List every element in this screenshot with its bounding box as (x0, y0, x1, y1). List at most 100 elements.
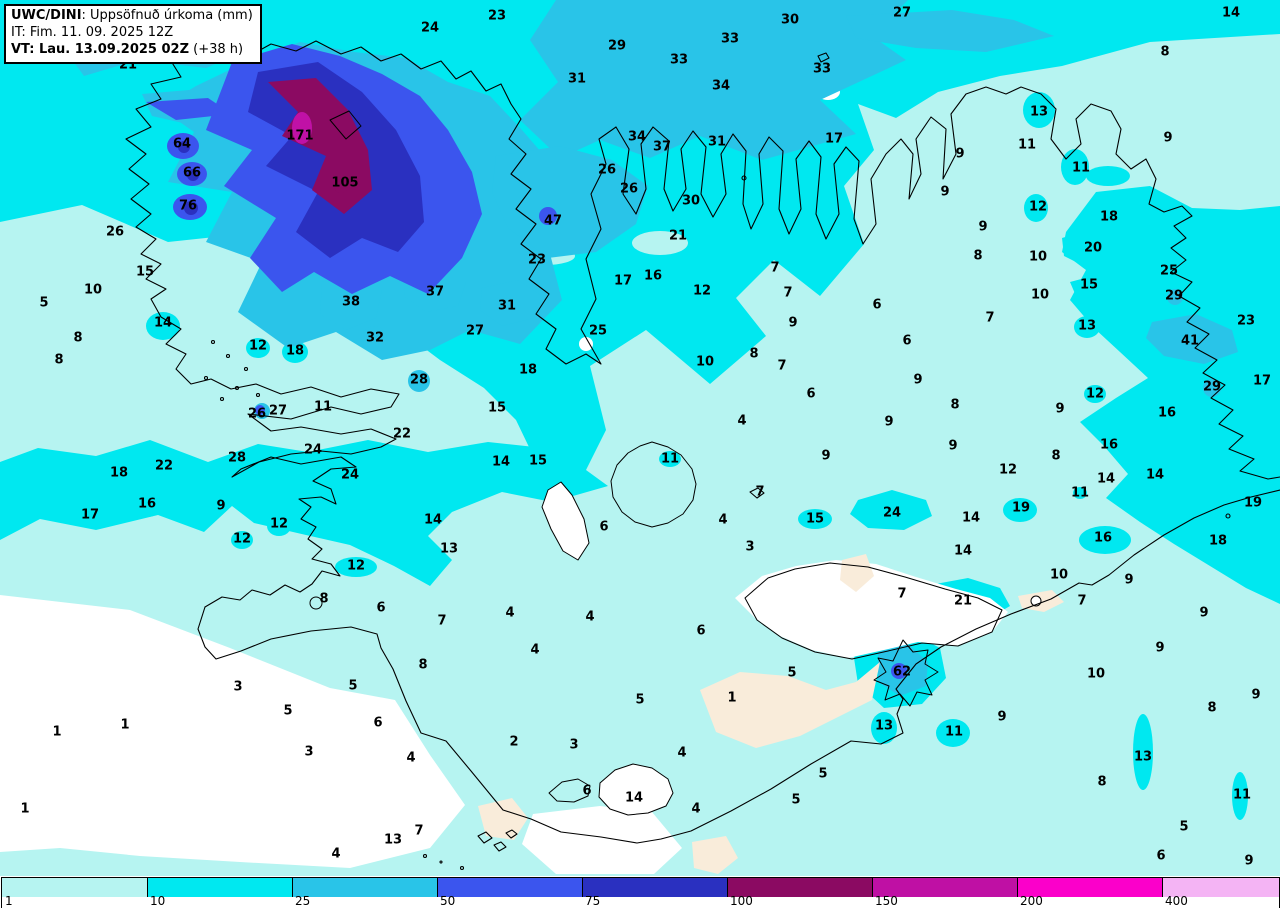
precip-value: 6 (872, 297, 882, 313)
precip-value: 105 (331, 175, 359, 191)
precip-value: 14 (491, 454, 511, 470)
precip-value: 38 (341, 294, 361, 310)
precip-value: 8 (973, 248, 983, 264)
precip-value: 6 (806, 386, 816, 402)
title-line-init: IT: Fim. 11. 09. 2025 12Z (11, 24, 174, 40)
precip-value: 10 (1030, 287, 1050, 303)
precip-value: 4 (737, 413, 747, 429)
precip-value: 9 (913, 372, 923, 388)
precip-value: 24 (303, 442, 323, 458)
precip-value: 12 (692, 283, 712, 299)
precip-value: 14 (423, 512, 443, 528)
precip-value: 62 (892, 664, 912, 680)
precip-value: 8 (319, 591, 329, 607)
precip-value: 26 (597, 162, 617, 178)
precip-value: 5 (39, 295, 49, 311)
title-box: UWC/DINI: Uppsöfnuð úrkoma (mm) IT: Fim.… (4, 4, 262, 64)
precip-value: 9 (978, 219, 988, 235)
precip-value: 16 (1093, 530, 1113, 546)
precip-value: 22 (154, 458, 174, 474)
precip-value: 6 (373, 715, 383, 731)
precip-value: 6 (902, 333, 912, 349)
precip-value: 9 (1244, 853, 1254, 869)
precip-value: 12 (269, 516, 289, 532)
precip-value: 7 (1077, 593, 1087, 609)
precip-value: 7 (755, 484, 765, 500)
precip-value: 23 (527, 252, 547, 268)
precip-value: 10 (83, 282, 103, 298)
precip-value: 76 (178, 198, 198, 214)
precip-value: 7 (777, 358, 787, 374)
precip-value: 11 (313, 399, 333, 415)
colorbar-segments (1, 877, 1280, 898)
precip-value: 24 (340, 467, 360, 483)
precip-value: 29 (1164, 288, 1184, 304)
precip-value: 28 (227, 450, 247, 466)
precip-value: 6 (376, 600, 386, 616)
precip-value: 7 (414, 823, 424, 839)
precip-value: 15 (135, 264, 155, 280)
precip-value: 11 (944, 724, 964, 740)
precip-value: 9 (1155, 640, 1165, 656)
precip-value: 15 (805, 511, 825, 527)
colorbar-tick: 1 (5, 894, 13, 908)
precip-value: 14 (1221, 5, 1241, 21)
precip-value: 37 (652, 139, 672, 155)
precip-value: 25 (1159, 263, 1179, 279)
precip-value: 12 (1085, 386, 1105, 402)
precip-value: 2 (509, 734, 519, 750)
precip-value: 27 (465, 323, 485, 339)
precip-value: 41 (1180, 333, 1200, 349)
precip-value: 4 (585, 609, 595, 625)
precip-value: 32 (365, 330, 385, 346)
precip-value: 9 (216, 498, 226, 514)
precip-value: 5 (1179, 819, 1189, 835)
precip-value: 10 (695, 354, 715, 370)
precip-value: 6 (696, 623, 706, 639)
precip-value-layer: 21 171 105 64 66 76 26 15 10 24 23 29 30 33 33 33 31 34 34… (20, 5, 1271, 869)
precip-value: 11 (1232, 787, 1252, 803)
precip-value: 4 (406, 750, 416, 766)
precip-value: 10 (1028, 249, 1048, 265)
colorbar-tick-labels: 1 10 25 50 75 100 150 200 400 (1, 894, 1280, 908)
precip-value: 25 (588, 323, 608, 339)
precip-value: 31 (567, 71, 587, 87)
precip-value: 14 (953, 543, 973, 559)
precip-value: 8 (1097, 774, 1107, 790)
precip-value: 7 (437, 613, 447, 629)
precip-value: 34 (711, 78, 731, 94)
precip-value: 9 (884, 414, 894, 430)
precip-value: 19 (1243, 495, 1263, 511)
precip-value: 13 (383, 832, 403, 848)
precip-value: 1 (20, 801, 30, 817)
precip-value: 16 (1099, 437, 1119, 453)
precip-value: 11 (660, 451, 680, 467)
precip-value: 5 (283, 703, 293, 719)
precip-value: 8 (749, 346, 759, 362)
precip-value: 6 (582, 783, 592, 799)
precip-value: 17 (824, 131, 844, 147)
precip-value: 4 (331, 846, 341, 862)
colorbar-segment (292, 878, 438, 897)
precip-value: 15 (487, 400, 507, 416)
precip-value: 11 (1017, 137, 1037, 153)
precip-value: 5 (348, 678, 358, 694)
colorbar-segment (437, 878, 583, 897)
precip-value: 9 (948, 438, 958, 454)
title-line-product: UWC/DINI: Uppsöfnuð úrkoma (mm) (11, 8, 253, 23)
precip-value: 17 (80, 507, 100, 523)
colorbar: 1 10 25 50 75 100 150 200 400 (0, 876, 1280, 908)
precip-value: 64 (172, 136, 192, 152)
precip-value: 7 (770, 260, 780, 276)
precip-value: 12 (232, 531, 252, 547)
precip-value: 31 (497, 298, 517, 314)
precip-value: 30 (681, 193, 701, 209)
precip-value: 27 (892, 5, 912, 21)
precip-value: 12 (346, 558, 366, 574)
colorbar-segment (1162, 878, 1279, 897)
precip-value: 3 (745, 539, 755, 555)
precip-value: 13 (439, 541, 459, 557)
precip-value: 9 (997, 709, 1007, 725)
precip-value: 16 (137, 496, 157, 512)
